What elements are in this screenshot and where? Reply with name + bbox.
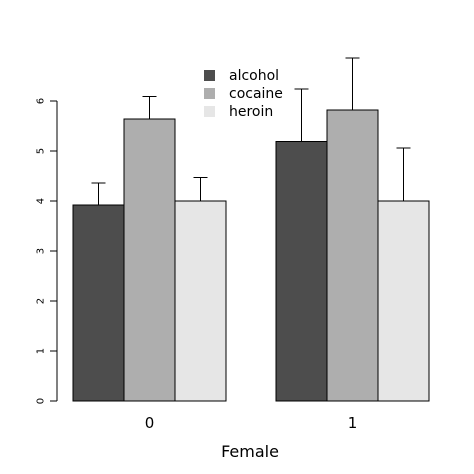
x-category-label: 1 [348,414,358,432]
legend-label-alcohol: alcohol [229,68,279,84]
bar-alcohol-0 [72,204,125,402]
error-bars [91,57,411,205]
bar-cocaine-1 [326,109,379,402]
legend-label-cocaine: cocaine [229,86,283,102]
legend-label-heroin: heroin [229,104,273,120]
x-category-label: 0 [145,414,155,432]
bar-cocaine-0 [123,118,176,402]
y-axis: 0 1 2 3 4 5 6 [36,98,58,404]
legend-swatch-heroin [204,106,215,117]
bar-heroin-1 [377,200,430,402]
bar-alcohol-1 [275,141,328,402]
legend-swatch-cocaine [204,88,215,99]
y-tick-label: 5 [36,148,47,154]
y-tick-label: 1 [36,348,47,354]
bars [72,109,430,402]
y-tick-label: 2 [36,298,47,304]
y-tick-label: 0 [36,398,47,404]
y-tick-label: 3 [36,248,47,254]
bar-heroin-0 [174,200,227,402]
legend: alcohol cocaine heroin [204,68,283,120]
y-tick-label: 4 [36,198,47,204]
legend-swatch-alcohol [204,70,215,81]
y-tick-label: 6 [36,98,47,104]
x-axis-title: Female [221,442,279,461]
